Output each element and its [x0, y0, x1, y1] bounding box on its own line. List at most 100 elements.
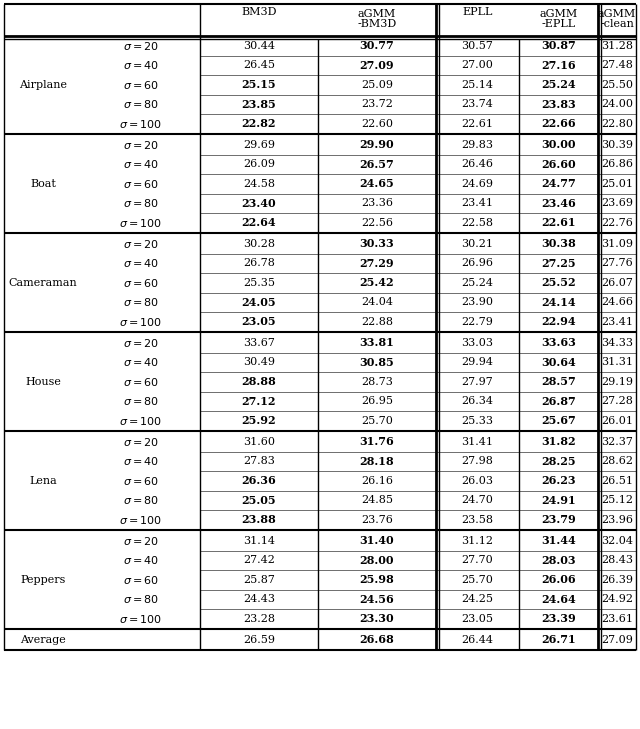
Text: 25.14: 25.14 — [461, 79, 493, 90]
Text: 26.95: 26.95 — [361, 397, 393, 406]
Text: BM3D: BM3D — [241, 7, 276, 17]
Text: 23.40: 23.40 — [242, 198, 276, 208]
Text: aGMM: aGMM — [598, 9, 636, 19]
Text: 23.79: 23.79 — [541, 514, 576, 526]
Text: 24.25: 24.25 — [461, 594, 493, 604]
Text: $\sigma = 60$: $\sigma = 60$ — [123, 475, 159, 487]
Text: 25.12: 25.12 — [601, 495, 633, 505]
Text: 25.09: 25.09 — [361, 79, 393, 90]
Text: 23.30: 23.30 — [360, 613, 394, 624]
Text: $\sigma = 40$: $\sigma = 40$ — [123, 356, 159, 368]
Text: 22.66: 22.66 — [541, 118, 576, 129]
Text: 23.76: 23.76 — [361, 515, 393, 525]
Text: 29.83: 29.83 — [461, 140, 493, 149]
Text: $\sigma = 40$: $\sigma = 40$ — [123, 158, 159, 171]
Text: 27.83: 27.83 — [243, 456, 275, 467]
Text: 34.33: 34.33 — [601, 338, 633, 348]
Text: 26.34: 26.34 — [461, 397, 493, 406]
Text: 31.44: 31.44 — [541, 535, 576, 546]
Text: 28.18: 28.18 — [360, 456, 394, 467]
Text: 33.63: 33.63 — [541, 338, 576, 348]
Text: 27.09: 27.09 — [360, 60, 394, 71]
Text: 30.00: 30.00 — [541, 139, 576, 150]
Text: 24.66: 24.66 — [601, 297, 633, 307]
Text: 31.40: 31.40 — [360, 535, 394, 546]
Text: 23.58: 23.58 — [461, 515, 493, 525]
Text: 24.04: 24.04 — [361, 297, 393, 307]
Text: 30.21: 30.21 — [461, 239, 493, 249]
Text: 30.64: 30.64 — [541, 356, 576, 367]
Text: 25.33: 25.33 — [461, 416, 493, 426]
Text: 27.48: 27.48 — [601, 61, 633, 70]
Text: 25.70: 25.70 — [461, 574, 493, 585]
Text: 26.36: 26.36 — [242, 475, 276, 486]
Text: 25.24: 25.24 — [461, 278, 493, 288]
Text: $\sigma = 20$: $\sigma = 20$ — [123, 535, 159, 547]
Text: $\sigma = 20$: $\sigma = 20$ — [123, 139, 159, 151]
Text: 26.86: 26.86 — [601, 159, 633, 169]
Text: 23.90: 23.90 — [461, 297, 493, 307]
Text: 29.90: 29.90 — [360, 139, 394, 150]
Text: 22.88: 22.88 — [361, 316, 393, 327]
Text: 24.14: 24.14 — [541, 297, 576, 308]
Text: 22.82: 22.82 — [242, 118, 276, 129]
Text: $\sigma = 20$: $\sigma = 20$ — [123, 238, 159, 250]
Text: aGMM: aGMM — [540, 9, 578, 19]
Text: 23.72: 23.72 — [361, 99, 393, 109]
Text: $\sigma = 60$: $\sigma = 60$ — [123, 375, 159, 388]
Text: 27.42: 27.42 — [243, 555, 275, 565]
Text: 30.57: 30.57 — [461, 41, 493, 51]
Text: $\sigma = 100$: $\sigma = 100$ — [120, 514, 163, 526]
Text: 23.41: 23.41 — [461, 198, 493, 208]
Text: 22.94: 22.94 — [541, 316, 576, 327]
Text: $\sigma = 100$: $\sigma = 100$ — [120, 415, 163, 426]
Text: 26.07: 26.07 — [601, 278, 633, 288]
Text: 25.87: 25.87 — [243, 574, 275, 585]
Text: 24.05: 24.05 — [242, 297, 276, 308]
Text: 31.14: 31.14 — [243, 536, 275, 546]
Text: 28.88: 28.88 — [242, 376, 276, 387]
Text: 29.69: 29.69 — [243, 140, 275, 149]
Text: 26.03: 26.03 — [461, 476, 493, 486]
Text: $\sigma = 80$: $\sigma = 80$ — [123, 494, 159, 506]
Text: 25.70: 25.70 — [361, 416, 393, 426]
Text: 32.37: 32.37 — [601, 437, 633, 447]
Text: 30.49: 30.49 — [243, 357, 275, 367]
Text: $\sigma = 40$: $\sigma = 40$ — [123, 455, 159, 467]
Text: 26.71: 26.71 — [541, 634, 576, 645]
Text: $\sigma = 60$: $\sigma = 60$ — [123, 178, 159, 190]
Text: 22.61: 22.61 — [461, 119, 493, 129]
Text: 31.31: 31.31 — [601, 357, 633, 367]
Text: 31.41: 31.41 — [461, 437, 493, 447]
Text: 22.80: 22.80 — [601, 119, 633, 129]
Text: Average: Average — [20, 635, 66, 644]
Text: House: House — [25, 377, 61, 387]
Text: 26.87: 26.87 — [541, 396, 576, 407]
Text: 26.96: 26.96 — [461, 258, 493, 268]
Text: 26.68: 26.68 — [360, 634, 394, 645]
Text: 31.76: 31.76 — [360, 436, 394, 448]
Text: $\sigma = 20$: $\sigma = 20$ — [123, 337, 159, 348]
Text: Cameraman: Cameraman — [8, 278, 77, 288]
Text: 31.12: 31.12 — [461, 536, 493, 546]
Text: 33.03: 33.03 — [461, 338, 493, 348]
Text: -EPLL: -EPLL — [541, 19, 575, 29]
Text: 28.62: 28.62 — [601, 456, 633, 467]
Text: $\sigma = 100$: $\sigma = 100$ — [120, 613, 163, 625]
Text: $\sigma = 40$: $\sigma = 40$ — [123, 59, 159, 71]
Text: 23.61: 23.61 — [601, 614, 633, 624]
Text: 33.67: 33.67 — [243, 338, 275, 348]
Text: 23.46: 23.46 — [541, 198, 576, 208]
Text: $\sigma = 20$: $\sigma = 20$ — [123, 40, 159, 52]
Text: 30.44: 30.44 — [243, 41, 275, 51]
Text: 22.64: 22.64 — [242, 217, 276, 228]
Text: 27.76: 27.76 — [601, 258, 633, 268]
Text: 24.65: 24.65 — [360, 179, 394, 190]
Text: 28.00: 28.00 — [360, 555, 394, 566]
Text: 28.73: 28.73 — [361, 377, 393, 387]
Text: $\sigma = 20$: $\sigma = 20$ — [123, 436, 159, 448]
Text: 25.35: 25.35 — [243, 278, 275, 288]
Text: 30.77: 30.77 — [360, 40, 394, 51]
Text: 25.67: 25.67 — [541, 416, 576, 426]
Text: 26.46: 26.46 — [461, 159, 493, 169]
